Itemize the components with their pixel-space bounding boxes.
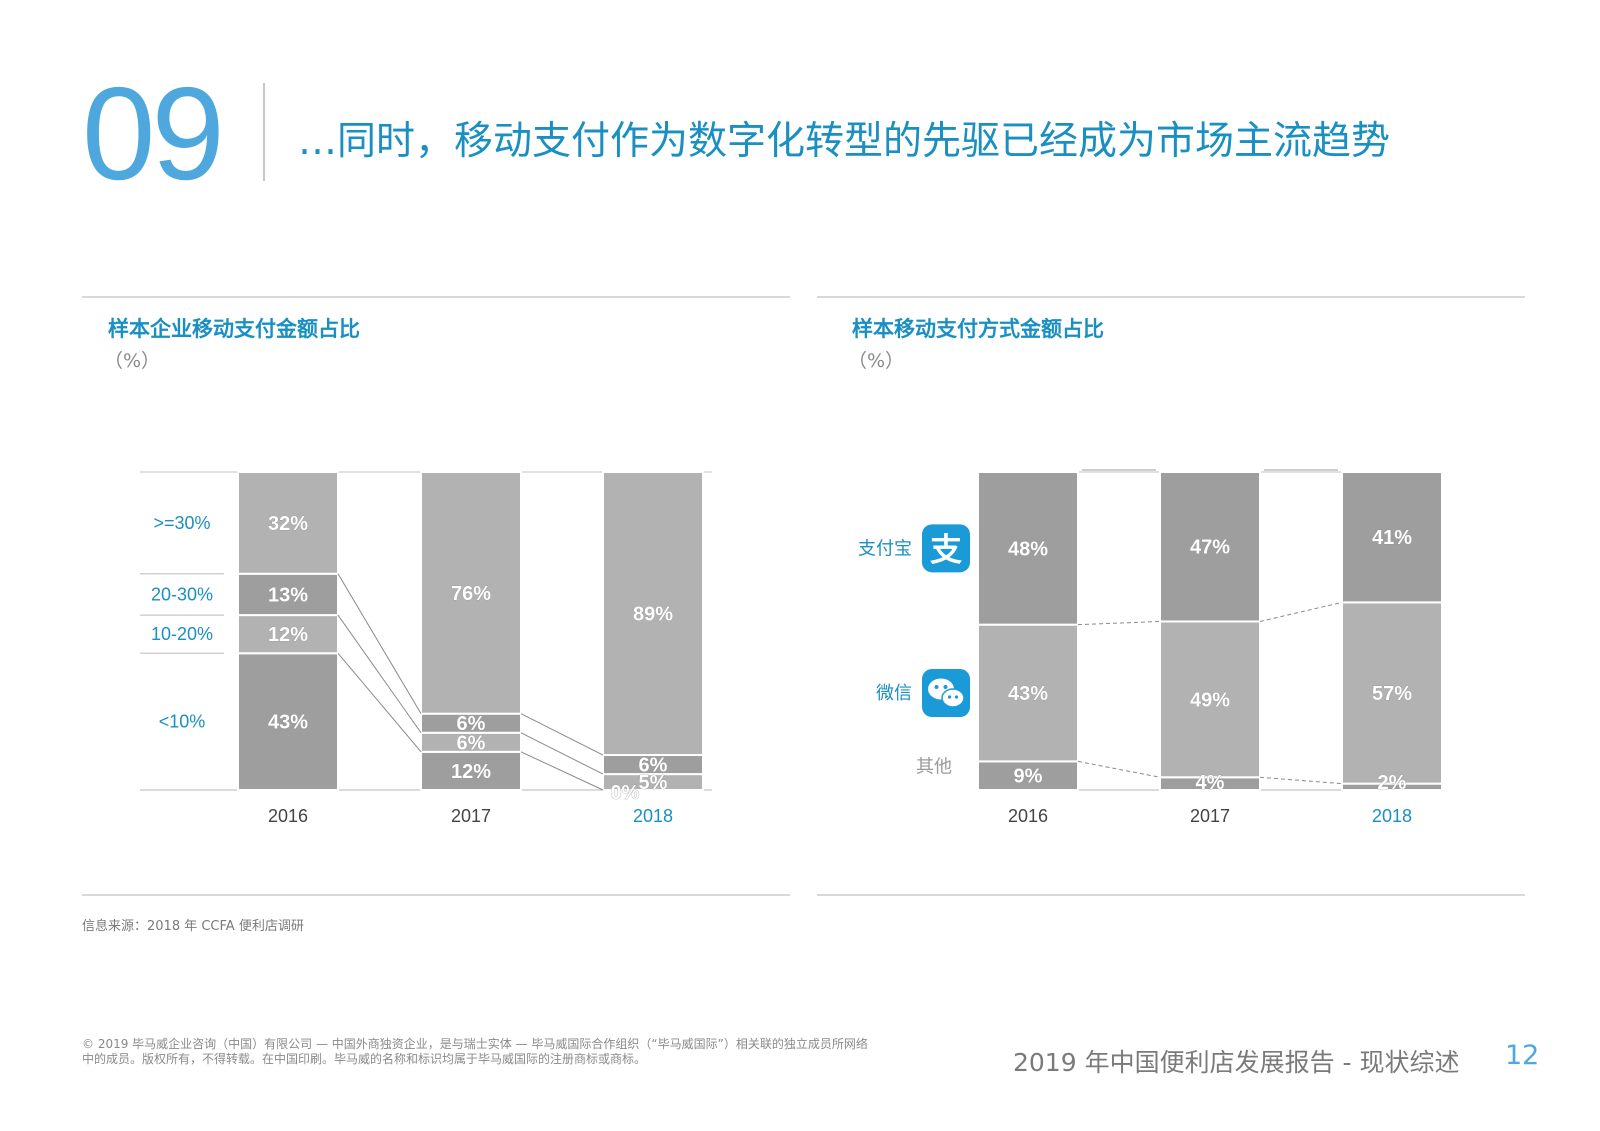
bar-segment-30-2017 bbox=[420, 471, 522, 715]
bar-segment-微信-2016 bbox=[977, 623, 1079, 763]
connector-line-10-20-2016-2017 bbox=[337, 614, 422, 734]
value-label-其他-2018: 2% bbox=[1378, 772, 1407, 794]
x-tick-label-2016: 2016 bbox=[1008, 806, 1048, 826]
value-label-10-2016: 43% bbox=[268, 712, 308, 734]
value-label-10-2018: 0% bbox=[611, 782, 640, 804]
value-label-20-30-2016: 13% bbox=[268, 584, 308, 606]
bar-segment-30-2018 bbox=[602, 471, 704, 757]
title-divider bbox=[263, 83, 265, 181]
x-tick-label-2016: 2016 bbox=[268, 806, 308, 826]
footer-report-title: 2019 年中国便利店发展报告 - 现状综述 bbox=[1013, 1048, 1460, 1077]
bar-segment-10-2016 bbox=[237, 652, 339, 791]
connector-line-10-2016-2017 bbox=[337, 652, 422, 753]
x-tick-label-2017: 2017 bbox=[1190, 806, 1230, 826]
value-label-其他-2016: 9% bbox=[1014, 766, 1043, 788]
bar-segment-20-30-2016 bbox=[237, 572, 339, 617]
wechat-icon bbox=[922, 669, 970, 718]
legend-label-其他: 其他 bbox=[916, 756, 952, 776]
left-panel-bottom-rule bbox=[82, 894, 790, 896]
connector-line-10-20-2017-2018 bbox=[520, 732, 604, 775]
value-label-微信-2018: 57% bbox=[1372, 683, 1412, 705]
x-tick-label-2018: 2018 bbox=[633, 806, 673, 826]
footer-page-number: 12 bbox=[1505, 1040, 1540, 1071]
left-panel-top-rule bbox=[82, 296, 790, 298]
connector-line-其他-2017-2018 bbox=[1259, 776, 1343, 785]
connector-line-10-2017-2018 bbox=[520, 751, 604, 791]
value-label-10-20-2017: 6% bbox=[457, 732, 486, 754]
bar-segment-支付宝-2018 bbox=[1341, 471, 1443, 604]
connector-line-微信-2016-2017 bbox=[1077, 620, 1161, 626]
value-label-30-2016: 32% bbox=[268, 513, 308, 535]
left-chart-unit: （%） bbox=[104, 350, 161, 372]
value-label-微信-2017: 49% bbox=[1190, 689, 1230, 711]
legend-label-微信: 微信 bbox=[876, 683, 912, 703]
wechat-eye-small-left bbox=[947, 695, 952, 699]
value-label-10-20-2018: 5% bbox=[639, 772, 668, 794]
copyright-notice: © 2019 毕马威企业咨询（中国）有限公司 — 中国外商独资企业，是与瑞士实体… bbox=[82, 1037, 868, 1066]
source-note: 信息来源：2018 年 CCFA 便利店调研 bbox=[82, 919, 304, 934]
bar-segment-支付宝-2016 bbox=[977, 471, 1079, 626]
bar-segment-支付宝-2017 bbox=[1159, 471, 1261, 623]
legend-label-20-30: 20-30% bbox=[151, 584, 213, 604]
right-chart-unit: （%） bbox=[848, 350, 905, 372]
value-label-其他-2017: 4% bbox=[1196, 772, 1225, 794]
legend-label-10-20: 10-20% bbox=[151, 624, 213, 644]
legend-label-30: >=30% bbox=[153, 513, 210, 533]
value-label-20-30-2018: 6% bbox=[639, 755, 668, 777]
value-label-10-20-2016: 12% bbox=[268, 624, 308, 646]
bar-segment-30-2016 bbox=[237, 471, 339, 575]
value-label-30-2017: 76% bbox=[451, 583, 491, 605]
connector-line-20-30-2016-2017 bbox=[337, 573, 422, 714]
right-panel-bottom-rule bbox=[817, 894, 1525, 896]
page-headline: …同时，移动支付作为数字化转型的先驱已经成为市场主流趋势 bbox=[298, 119, 1391, 164]
legend-label-支付宝: 支付宝 bbox=[858, 538, 912, 558]
left-chart-title: 样本企业移动支付金额占比 bbox=[108, 317, 360, 341]
value-label-微信-2016: 43% bbox=[1008, 683, 1048, 705]
alipay-icon-bg bbox=[922, 524, 970, 573]
value-label-30-2018: 89% bbox=[633, 604, 673, 626]
value-label-10-2017: 12% bbox=[451, 761, 491, 783]
wechat-eye-left bbox=[934, 685, 939, 690]
value-label-20-30-2017: 6% bbox=[457, 713, 486, 735]
legend-label-10: <10% bbox=[159, 712, 206, 732]
value-label-支付宝-2016: 48% bbox=[1008, 538, 1048, 560]
wechat-eye-small-right bbox=[954, 695, 959, 699]
alipay-glyph: 支 bbox=[930, 531, 962, 567]
connector-line-微信-2017-2018 bbox=[1259, 601, 1343, 622]
wechat-bubble-small bbox=[941, 688, 965, 708]
value-label-支付宝-2017: 47% bbox=[1190, 537, 1230, 559]
x-tick-label-2017: 2017 bbox=[451, 806, 491, 826]
bar-segment-微信-2018 bbox=[1341, 601, 1443, 785]
right-chart-title: 样本移动支付方式金额占比 bbox=[852, 317, 1104, 341]
right-stacked-bar-chart: 9% 43% 48% 2016 4% 49% 47% 2017 2% 57% 41% 2018 其他 微信… bbox=[858, 469, 1443, 826]
connector-line-20-30-2017-2018 bbox=[520, 713, 604, 756]
connector-line-其他-2016-2017 bbox=[1077, 760, 1161, 778]
alipay-icon: 支 bbox=[922, 524, 970, 573]
value-label-支付宝-2018: 41% bbox=[1372, 527, 1412, 549]
right-panel-top-rule bbox=[817, 296, 1525, 298]
x-tick-label-2018: 2018 bbox=[1372, 806, 1412, 826]
wechat-eye-right bbox=[943, 685, 948, 690]
section-number: 09 bbox=[82, 60, 225, 207]
